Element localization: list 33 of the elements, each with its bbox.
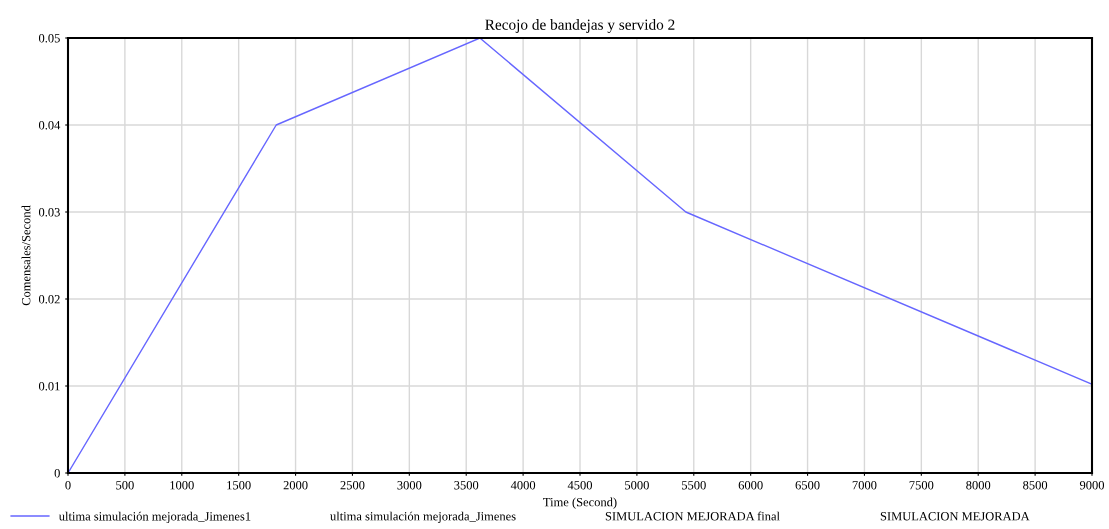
x-tick-label: 8000 [966, 481, 991, 490]
chart-title: Recojo de bandejas y servido 2 [485, 19, 675, 33]
text: ultima simulación mejorada_Jimenes [330, 511, 516, 523]
x-axis-title: Time (Second) [543, 497, 617, 509]
x-tick-label: 0 [65, 481, 71, 490]
x-tick-label: 2000 [283, 481, 308, 490]
x-tick-label: 9000 [1079, 481, 1105, 490]
y-tick-label: 0.02 [38, 295, 60, 304]
y-axis-title: Comensales/Second [21, 205, 31, 306]
x-tick-label: 2500 [340, 481, 365, 490]
text: SIMULACION MEJORADA final [605, 511, 780, 521]
x-tick-label: 1000 [170, 481, 194, 490]
x-tick-label: 5500 [682, 481, 706, 490]
y-tick-label: 0.05 [38, 34, 60, 43]
line-series [68, 38, 1092, 473]
x-tick-label: 6500 [795, 481, 820, 490]
x-tick-label: 3000 [397, 481, 422, 490]
x-tick-label: 500 [116, 481, 134, 490]
x-tick-label: 8500 [1023, 481, 1048, 490]
y-tick-label: 0.03 [38, 208, 60, 217]
x-tick-label: 5000 [625, 481, 649, 490]
x-tick-label: 1500 [227, 481, 251, 490]
y-tick-label: 0.04 [38, 121, 61, 130]
x-tick-label: 7500 [909, 481, 934, 490]
x-tick-label: 4000 [510, 481, 536, 490]
y-tick-label: 0 [54, 469, 60, 478]
x-tick-label: 3500 [454, 481, 479, 490]
text: SIMULACION MEJORADA [880, 512, 1030, 521]
x-tick-label: 4500 [567, 481, 593, 490]
y-tick-label: 0.01 [38, 382, 60, 391]
legend-label: ultima simulación mejorada_Jimenes1 [58, 511, 251, 524]
x-tick-label: 6000 [738, 481, 763, 490]
x-tick-label: 7000 [852, 481, 877, 490]
